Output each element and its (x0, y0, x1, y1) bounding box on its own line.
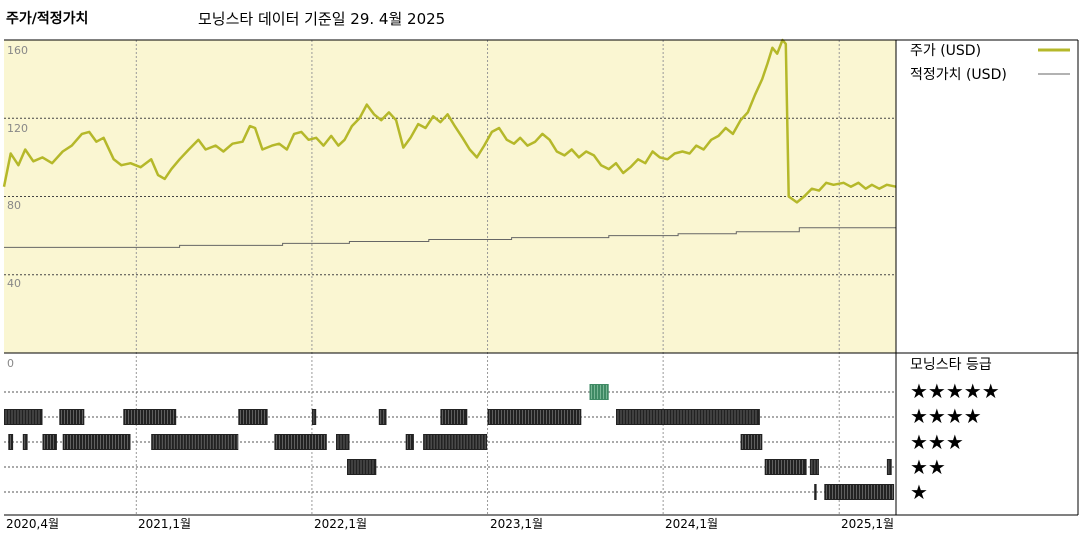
rating-bar-4-star (123, 409, 177, 425)
rating-level-1-star: ★ (910, 480, 928, 504)
rating-level-2-stars: ★★ (910, 455, 946, 479)
rating-bar-3-star (336, 434, 350, 450)
rating-bar-4-star (378, 409, 387, 425)
y-tick-label: 40 (7, 277, 21, 290)
x-tick-labels: 2020,4월 2021,1월 2022,1월 2023,1월 2024,1월 … (6, 517, 894, 531)
data-date-subtitle: 모닝스타 데이터 기준일 29. 4월 2025 (198, 10, 446, 28)
x-tick-label: 2022,1월 (314, 517, 367, 531)
rating-bar-2-star (764, 459, 807, 475)
y-tick-label: 160 (7, 44, 28, 57)
x-tick-label: 2020,4월 (6, 517, 59, 531)
y-tick-labels: 160 120 80 40 0 (7, 44, 28, 370)
rating-level-5-stars: ★★★★★ (910, 379, 1000, 403)
legend-price-label: 주가 (USD) (910, 43, 981, 59)
rating-bar-4-star (59, 409, 85, 425)
rating-bar-4-star (4, 409, 43, 425)
rating-bar-4-star (238, 409, 268, 425)
rating-bar-3-star (62, 434, 131, 450)
x-tick-label: 2024,1월 (665, 517, 718, 531)
rating-bar-3-star (22, 434, 28, 450)
rating-bar-1-star (814, 484, 817, 500)
y-tick-label: 0 (7, 357, 14, 370)
fair-value-series-line (4, 225, 897, 248)
rating-bar-3-star (405, 434, 414, 450)
y-tick-label: 120 (7, 122, 28, 135)
rating-bar-3-star (8, 434, 14, 450)
rating-bar-5-star (589, 384, 609, 400)
rating-level-4-stars: ★★★★ (910, 404, 982, 428)
rating-bar-2-star (886, 459, 892, 475)
y-tick-label: 80 (7, 199, 21, 212)
price-series-line (2, 38, 897, 204)
rating-bar-3-star (151, 434, 239, 450)
rating-bar-2-star (347, 459, 377, 475)
rating-bar-2-star (809, 459, 819, 475)
x-tick-label: 2025,1월 (841, 517, 894, 531)
x-tick-label: 2023,1월 (490, 517, 543, 531)
chart-title: 주가/적정가치 (6, 11, 89, 27)
x-tick-label: 2021,1월 (138, 517, 191, 531)
rating-bar-4-star (616, 409, 760, 425)
rating-title: 모닝스타 등급 (910, 357, 992, 373)
rating-level-3-stars: ★★★ (910, 430, 964, 454)
rating-bars (4, 384, 895, 500)
vertical-gridlines (135, 40, 840, 515)
legend-fair-value-label: 적정가치 (USD) (910, 67, 1007, 83)
